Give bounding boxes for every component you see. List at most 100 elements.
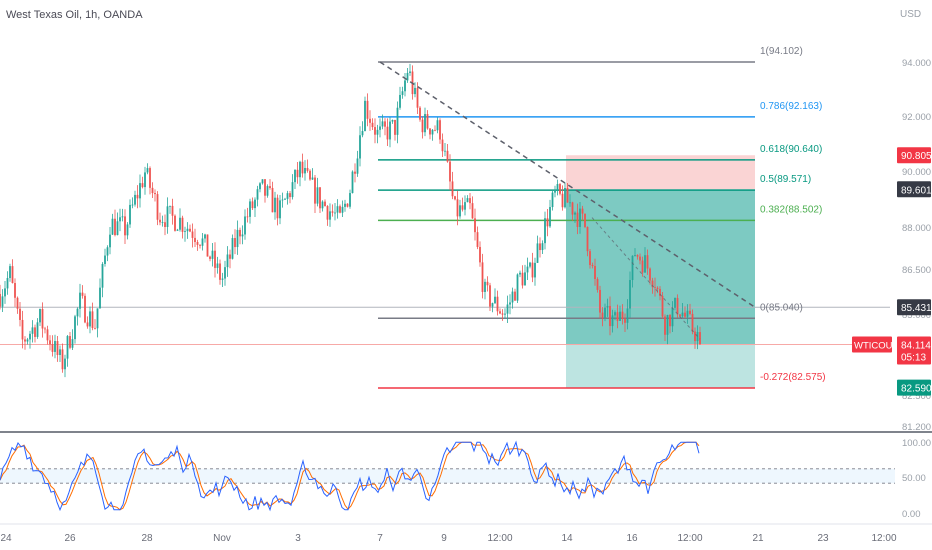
last-price-tag[interactable] bbox=[897, 336, 931, 365]
candle-body[interactable] bbox=[289, 193, 291, 198]
candle-body[interactable] bbox=[484, 281, 486, 292]
candle-body[interactable] bbox=[409, 71, 411, 73]
price-tag[interactable] bbox=[897, 299, 931, 316]
candle-body[interactable] bbox=[626, 308, 629, 323]
candle-body[interactable] bbox=[286, 193, 289, 199]
candle-body[interactable] bbox=[14, 283, 16, 298]
candle-body[interactable] bbox=[296, 169, 299, 178]
candle-body[interactable] bbox=[559, 184, 561, 194]
candle-body[interactable] bbox=[79, 292, 81, 309]
candle-body[interactable] bbox=[251, 201, 254, 209]
candle-body[interactable] bbox=[124, 216, 126, 236]
candle-body[interactable] bbox=[276, 197, 279, 219]
candle-body[interactable] bbox=[241, 234, 244, 237]
candle-body[interactable] bbox=[374, 127, 376, 135]
candle-body[interactable] bbox=[91, 311, 94, 328]
candle-body[interactable] bbox=[494, 296, 496, 304]
candle-body[interactable] bbox=[16, 297, 19, 309]
candle-body[interactable] bbox=[451, 181, 454, 197]
candle-body[interactable] bbox=[386, 126, 389, 140]
candle-body[interactable] bbox=[401, 91, 404, 95]
candle-body[interactable] bbox=[46, 329, 49, 341]
candle-body[interactable] bbox=[81, 292, 84, 296]
candle-body[interactable] bbox=[331, 211, 334, 213]
candle-body[interactable] bbox=[59, 349, 61, 355]
candle-body[interactable] bbox=[444, 150, 446, 152]
candle-body[interactable] bbox=[369, 118, 371, 123]
candle-body[interactable] bbox=[581, 208, 584, 214]
candle-body[interactable] bbox=[314, 177, 316, 204]
candle-body[interactable] bbox=[166, 206, 169, 228]
candle-body[interactable] bbox=[566, 188, 569, 203]
candle-body[interactable] bbox=[311, 177, 314, 180]
candle-body[interactable] bbox=[621, 311, 624, 319]
candle-body[interactable] bbox=[334, 212, 336, 214]
candle-body[interactable] bbox=[574, 212, 576, 215]
candle-body[interactable] bbox=[126, 224, 129, 236]
candle-body[interactable] bbox=[89, 311, 91, 327]
candle-body[interactable] bbox=[654, 287, 656, 288]
candle-body[interactable] bbox=[159, 219, 161, 223]
candle-body[interactable] bbox=[306, 167, 309, 171]
candle-body[interactable] bbox=[429, 128, 431, 135]
candle-body[interactable] bbox=[439, 120, 441, 140]
candle-body[interactable] bbox=[661, 295, 664, 317]
candle-body[interactable] bbox=[219, 263, 221, 280]
candle-body[interactable] bbox=[304, 167, 306, 174]
candle-body[interactable] bbox=[221, 278, 224, 280]
candle-body[interactable] bbox=[406, 72, 409, 81]
remaining-target-zone[interactable] bbox=[566, 344, 755, 388]
candle-body[interactable] bbox=[41, 309, 44, 329]
candle-body[interactable] bbox=[459, 205, 461, 217]
candle-body[interactable] bbox=[181, 217, 184, 232]
candle-body[interactable] bbox=[51, 344, 54, 352]
candle-body[interactable] bbox=[486, 281, 489, 286]
candle-body[interactable] bbox=[394, 119, 396, 135]
candle-body[interactable] bbox=[579, 208, 581, 227]
candle-body[interactable] bbox=[379, 126, 381, 130]
candle-body[interactable] bbox=[506, 304, 509, 314]
candle-body[interactable] bbox=[384, 121, 386, 127]
candle-body[interactable] bbox=[346, 203, 349, 207]
candle-body[interactable] bbox=[636, 255, 639, 257]
oscillator-d-line[interactable] bbox=[0, 441, 700, 511]
candle-body[interactable] bbox=[261, 179, 264, 184]
candle-body[interactable] bbox=[624, 318, 626, 323]
candle-body[interactable] bbox=[446, 150, 449, 162]
candle-body[interactable] bbox=[681, 312, 684, 317]
candle-body[interactable] bbox=[631, 255, 634, 281]
candle-body[interactable] bbox=[339, 206, 341, 213]
candle-body[interactable] bbox=[134, 194, 136, 205]
candle-body[interactable] bbox=[366, 100, 369, 119]
candle-body[interactable] bbox=[376, 129, 379, 135]
candle-body[interactable] bbox=[301, 161, 304, 174]
candle-body[interactable] bbox=[224, 267, 226, 279]
candle-body[interactable] bbox=[214, 250, 216, 268]
candle-body[interactable] bbox=[531, 262, 534, 278]
candle-body[interactable] bbox=[371, 122, 374, 128]
candle-body[interactable] bbox=[584, 213, 586, 227]
candle-body[interactable] bbox=[456, 199, 459, 217]
candle-body[interactable] bbox=[589, 251, 591, 265]
candle-body[interactable] bbox=[31, 327, 34, 334]
candle-body[interactable] bbox=[696, 332, 699, 342]
candle-body[interactable] bbox=[591, 264, 594, 266]
candle-body[interactable] bbox=[174, 215, 176, 231]
candle-body[interactable] bbox=[11, 266, 14, 284]
candle-body[interactable] bbox=[361, 131, 364, 136]
candle-body[interactable] bbox=[466, 198, 469, 203]
candle-body[interactable] bbox=[191, 231, 194, 238]
candle-body[interactable] bbox=[599, 289, 601, 313]
candle-body[interactable] bbox=[66, 336, 69, 359]
candle-body[interactable] bbox=[104, 255, 106, 264]
candle-body[interactable] bbox=[601, 312, 604, 318]
candle-body[interactable] bbox=[604, 307, 606, 318]
candle-body[interactable] bbox=[164, 222, 166, 228]
candle-body[interactable] bbox=[54, 341, 56, 352]
candle-body[interactable] bbox=[216, 263, 219, 268]
candle-body[interactable] bbox=[271, 187, 274, 213]
candle-body[interactable] bbox=[554, 189, 556, 193]
candle-body[interactable] bbox=[111, 218, 114, 235]
candle-body[interactable] bbox=[264, 179, 266, 196]
candle-body[interactable] bbox=[19, 308, 21, 320]
